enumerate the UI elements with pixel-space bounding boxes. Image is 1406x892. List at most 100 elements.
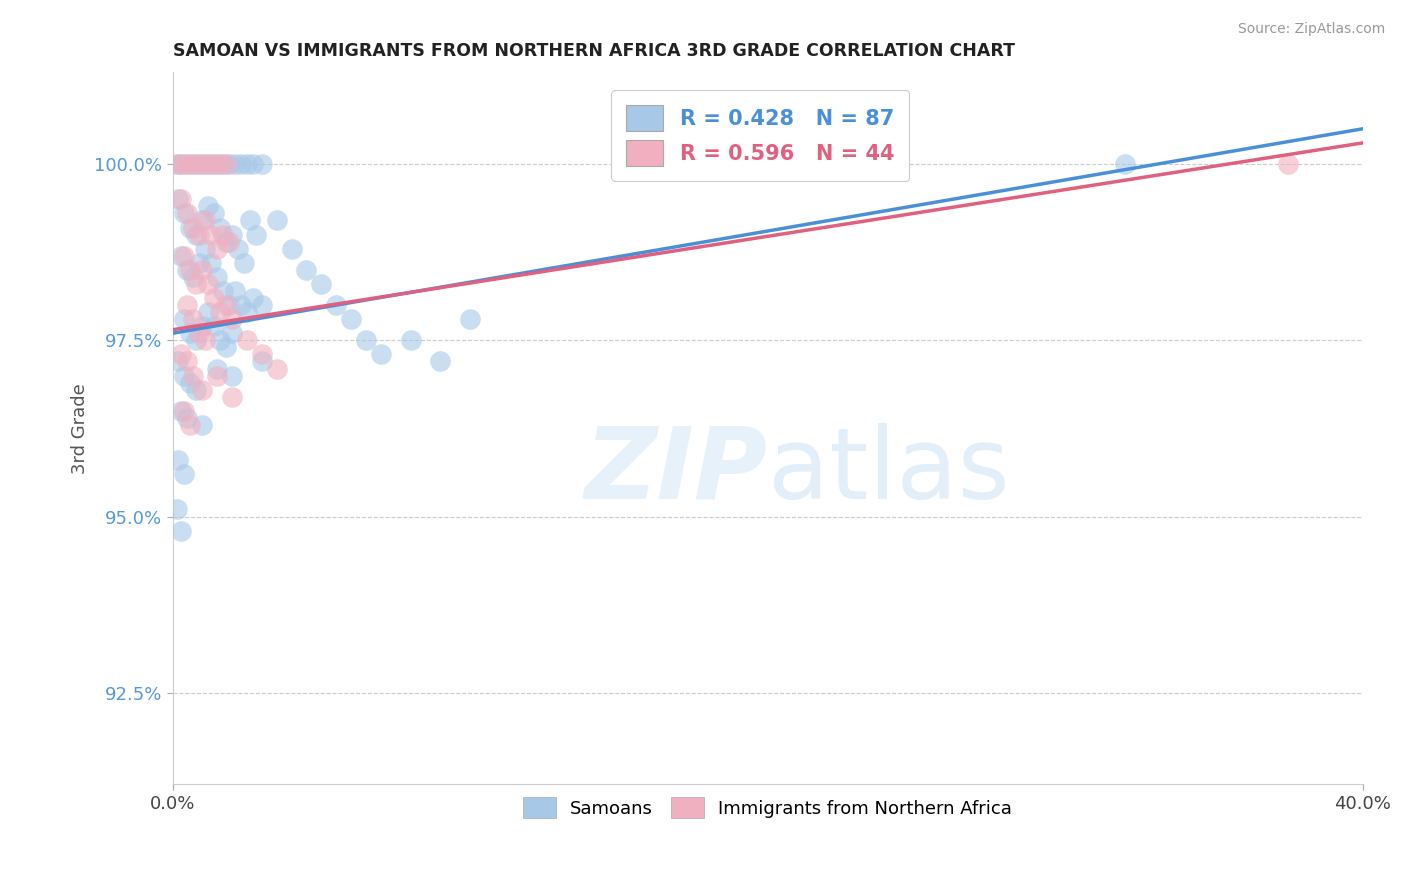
- Point: [173, 206, 195, 220]
- Point: [194, 242, 217, 256]
- Point: [429, 354, 451, 368]
- Point: [205, 368, 228, 383]
- Point: [209, 334, 232, 348]
- Point: [280, 242, 302, 256]
- Point: [218, 157, 240, 171]
- Point: [167, 354, 190, 368]
- Point: [215, 157, 238, 171]
- Point: [167, 192, 190, 206]
- Point: [242, 157, 264, 171]
- Point: [221, 368, 243, 383]
- Point: [191, 213, 214, 227]
- Point: [188, 326, 211, 341]
- Point: [176, 262, 198, 277]
- Point: [229, 298, 252, 312]
- Point: [354, 334, 377, 348]
- Point: [167, 157, 190, 171]
- Point: [197, 305, 219, 319]
- Point: [191, 262, 214, 277]
- Point: [205, 269, 228, 284]
- Point: [191, 157, 214, 171]
- Point: [191, 319, 214, 334]
- Point: [229, 157, 252, 171]
- Point: [200, 157, 222, 171]
- Point: [179, 326, 201, 341]
- Point: [1277, 157, 1299, 171]
- Point: [226, 242, 249, 256]
- Point: [183, 157, 205, 171]
- Point: [202, 291, 225, 305]
- Point: [176, 157, 198, 171]
- Point: [236, 334, 259, 348]
- Point: [173, 249, 195, 263]
- Point: [176, 298, 198, 312]
- Y-axis label: 3rd Grade: 3rd Grade: [72, 383, 89, 474]
- Point: [197, 199, 219, 213]
- Point: [167, 453, 190, 467]
- Point: [266, 361, 288, 376]
- Legend: Samoans, Immigrants from Northern Africa: Samoans, Immigrants from Northern Africa: [516, 790, 1019, 825]
- Point: [170, 157, 193, 171]
- Point: [202, 157, 225, 171]
- Point: [202, 319, 225, 334]
- Point: [188, 227, 211, 242]
- Text: Source: ZipAtlas.com: Source: ZipAtlas.com: [1237, 22, 1385, 37]
- Point: [166, 157, 188, 171]
- Point: [170, 249, 193, 263]
- Point: [186, 334, 208, 348]
- Point: [250, 157, 273, 171]
- Point: [221, 227, 243, 242]
- Text: ZIP: ZIP: [585, 423, 768, 520]
- Point: [183, 368, 205, 383]
- Point: [215, 298, 238, 312]
- Text: SAMOAN VS IMMIGRANTS FROM NORTHERN AFRICA 3RD GRADE CORRELATION CHART: SAMOAN VS IMMIGRANTS FROM NORTHERN AFRIC…: [173, 42, 1015, 60]
- Point: [311, 277, 333, 291]
- Point: [215, 340, 238, 354]
- Point: [166, 502, 188, 516]
- Point: [224, 284, 246, 298]
- Point: [370, 347, 392, 361]
- Point: [179, 417, 201, 432]
- Point: [191, 383, 214, 397]
- Point: [173, 467, 195, 482]
- Point: [186, 227, 208, 242]
- Point: [215, 235, 238, 249]
- Point: [197, 157, 219, 171]
- Point: [170, 404, 193, 418]
- Point: [212, 227, 235, 242]
- Point: [221, 312, 243, 326]
- Point: [266, 213, 288, 227]
- Point: [188, 157, 211, 171]
- Point: [173, 368, 195, 383]
- Point: [212, 157, 235, 171]
- Point: [176, 410, 198, 425]
- Point: [202, 206, 225, 220]
- Point: [236, 305, 259, 319]
- Point: [176, 354, 198, 368]
- Point: [221, 326, 243, 341]
- Point: [200, 256, 222, 270]
- Point: [221, 390, 243, 404]
- Point: [242, 291, 264, 305]
- Point: [325, 298, 347, 312]
- Point: [183, 312, 205, 326]
- Point: [194, 213, 217, 227]
- Point: [209, 157, 232, 171]
- Point: [295, 262, 318, 277]
- Point: [170, 524, 193, 538]
- Point: [209, 305, 232, 319]
- Point: [173, 404, 195, 418]
- Point: [186, 157, 208, 171]
- Point: [458, 312, 481, 326]
- Point: [179, 157, 201, 171]
- Point: [233, 256, 256, 270]
- Point: [250, 347, 273, 361]
- Point: [205, 157, 228, 171]
- Point: [250, 354, 273, 368]
- Point: [191, 417, 214, 432]
- Point: [194, 334, 217, 348]
- Point: [205, 361, 228, 376]
- Point: [224, 157, 246, 171]
- Point: [173, 157, 195, 171]
- Point: [218, 298, 240, 312]
